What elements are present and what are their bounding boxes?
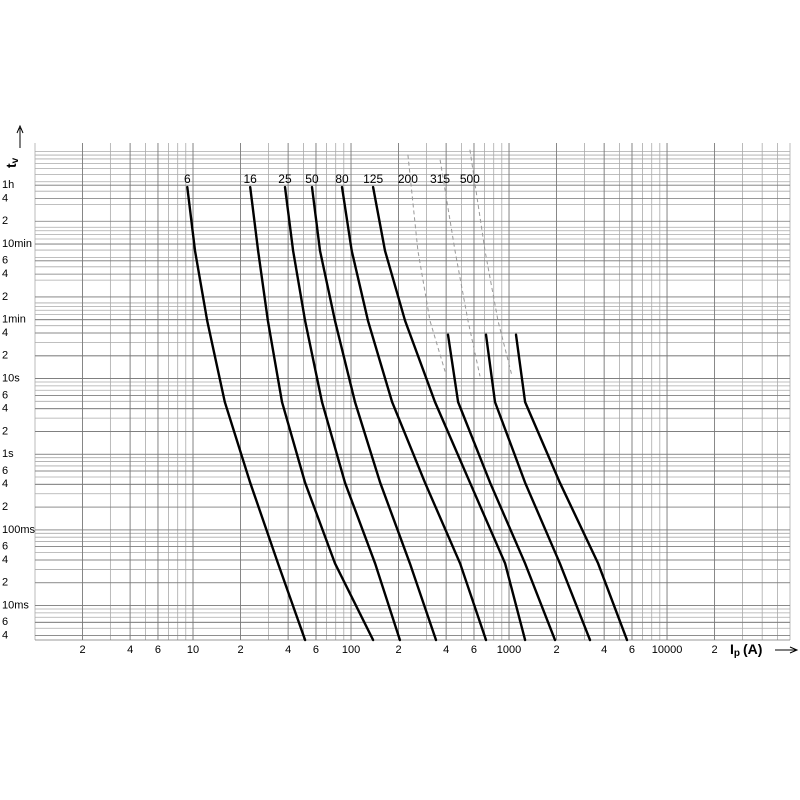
x-tick-label: 100 — [342, 644, 360, 656]
y-axis-symbol: t — [3, 163, 19, 168]
x-tick-label: 2 — [396, 644, 402, 656]
y-tick-label: 1min — [2, 314, 26, 326]
y-tick-label: 2 — [2, 577, 8, 589]
x-axis-symbol: I — [730, 641, 734, 657]
y-tick-label: 1h — [2, 179, 14, 191]
fuse-curve — [283, 185, 402, 642]
x-tick-label: 2 — [80, 644, 86, 656]
y-tick-label: 6 — [2, 255, 8, 267]
x-axis-unit: (A) — [743, 641, 762, 657]
x-tick-label: 4 — [127, 644, 133, 656]
x-axis-arrowhead — [789, 646, 799, 654]
fuse-curve — [340, 185, 488, 642]
x-tick-label: 2 — [712, 644, 718, 656]
y-tick-label: 2 — [2, 501, 8, 513]
fuse-curve — [249, 185, 375, 642]
curve-label: 200 — [398, 172, 418, 186]
x-tick-label: 4 — [443, 644, 449, 656]
y-axis-subscript: v — [10, 157, 21, 163]
curve-label: 6 — [184, 172, 191, 186]
y-tick-label: 10ms — [2, 599, 29, 611]
x-tick-label: 1000 — [497, 644, 521, 656]
y-tick-label: 1s — [2, 448, 14, 460]
y-tick-label: 100ms — [2, 524, 36, 536]
fuse-curve — [514, 333, 629, 642]
fuse-curve — [484, 333, 592, 642]
curve-label: 80 — [335, 172, 349, 186]
curve-label: 125 — [363, 172, 383, 186]
x-tick-label: 4 — [601, 644, 607, 656]
labels: 2 4 6 10 2 4 6 100 2 4 6 1000 2 4 6 10000 24610ms246100m… — [2, 172, 718, 656]
y-tick-label: 6 — [2, 465, 8, 477]
curve-label: 315 — [430, 172, 450, 186]
y-tick-label: 10s — [2, 372, 20, 384]
y-tick-label: 4 — [2, 327, 8, 339]
x-tick-label: 10 — [187, 644, 199, 656]
y-axis-arrowhead — [16, 124, 24, 134]
x-tick-label: 6 — [629, 644, 635, 656]
y-tick-label: 4 — [2, 192, 8, 204]
y-tick-label: 10min — [2, 238, 32, 250]
y-tick-label: 2 — [2, 425, 8, 437]
y-tick-label: 4 — [2, 630, 8, 642]
y-axis-label: tv — [3, 157, 21, 168]
fuse-curve — [371, 185, 527, 642]
fuse-curve — [310, 185, 438, 642]
x-tick-label: 4 — [285, 644, 291, 656]
x-axis-subscript: p — [734, 648, 740, 659]
fuse-curve-dashed — [469, 149, 513, 377]
curve-label: 16 — [243, 172, 257, 186]
fuse-curve-dashed — [439, 159, 481, 377]
x-tick-label: 6 — [471, 644, 477, 656]
curve-label: 500 — [460, 172, 480, 186]
y-tick-label: 2 — [2, 291, 8, 303]
x-axis-label: Ip (A) — [730, 641, 762, 659]
y-tick-label: 4 — [2, 478, 8, 490]
x-tick-label: 2 — [554, 644, 560, 656]
y-tick-label: 4 — [2, 554, 8, 566]
y-tick-label: 4 — [2, 403, 8, 415]
curves — [186, 149, 629, 642]
fuse-curve — [186, 185, 307, 642]
x-tick-label: 2 — [238, 644, 244, 656]
y-tick-label: 6 — [2, 616, 8, 628]
x-tick-label: 6 — [313, 644, 319, 656]
y-tick-label: 6 — [2, 389, 8, 401]
y-tick-label: 2 — [2, 215, 8, 227]
fuse-curve — [446, 333, 557, 642]
x-tick-label: 6 — [155, 644, 161, 656]
y-tick-label: 2 — [2, 350, 8, 362]
x-tick-label: 10000 — [652, 644, 683, 656]
y-tick-label: 4 — [2, 268, 8, 280]
curve-label: 50 — [305, 172, 319, 186]
y-tick-label: 6 — [2, 541, 8, 553]
curve-label: 25 — [278, 172, 292, 186]
